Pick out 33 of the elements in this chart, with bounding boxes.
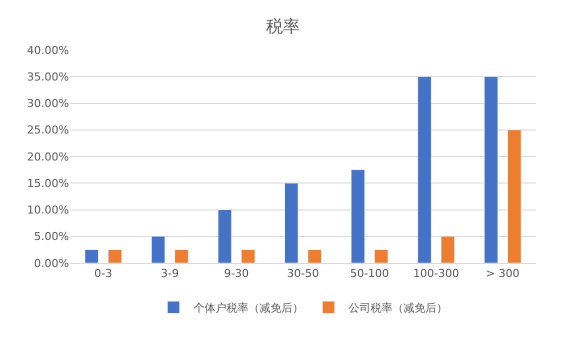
y-tick-label: 10.00% bbox=[27, 204, 69, 217]
y-tick-label: 40.00% bbox=[27, 44, 69, 57]
y-tick-label: 0.00% bbox=[34, 256, 69, 270]
bar bbox=[241, 249, 255, 263]
bar bbox=[284, 182, 298, 263]
chart-title: 税率 bbox=[266, 17, 300, 38]
y-tick-label: 35.00% bbox=[27, 70, 69, 84]
bar bbox=[151, 236, 166, 263]
legend-label: 个体户税率（减免后） bbox=[194, 302, 304, 315]
bar bbox=[108, 249, 122, 263]
bar bbox=[218, 210, 232, 263]
y-tick-label: 25.00% bbox=[27, 124, 69, 137]
bar bbox=[507, 130, 522, 263]
y-tick-label: 15.00% bbox=[27, 176, 69, 190]
y-tick-label: 5.00% bbox=[34, 230, 69, 244]
x-tick-label: 100-300 bbox=[413, 267, 460, 280]
bar bbox=[374, 249, 388, 263]
bar bbox=[84, 249, 99, 263]
legend-label: 公司税率（减免后） bbox=[348, 302, 448, 315]
bar bbox=[351, 170, 365, 263]
x-tick-label: 9-30 bbox=[224, 267, 249, 280]
x-tick-label: 3-9 bbox=[160, 267, 179, 280]
x-tick-label: 0-3 bbox=[94, 267, 112, 280]
bar bbox=[418, 76, 432, 263]
bar bbox=[440, 236, 455, 263]
x-tick-label: 50-100 bbox=[350, 267, 390, 280]
x-tick-label: 30-50 bbox=[287, 267, 319, 280]
bar bbox=[484, 76, 498, 263]
y-tick-label: 30.00% bbox=[27, 97, 69, 110]
y-tick-label: 20.00% bbox=[27, 150, 69, 164]
bar bbox=[174, 249, 188, 263]
x-tick-label: > 300 bbox=[486, 267, 520, 280]
bar bbox=[308, 249, 322, 263]
